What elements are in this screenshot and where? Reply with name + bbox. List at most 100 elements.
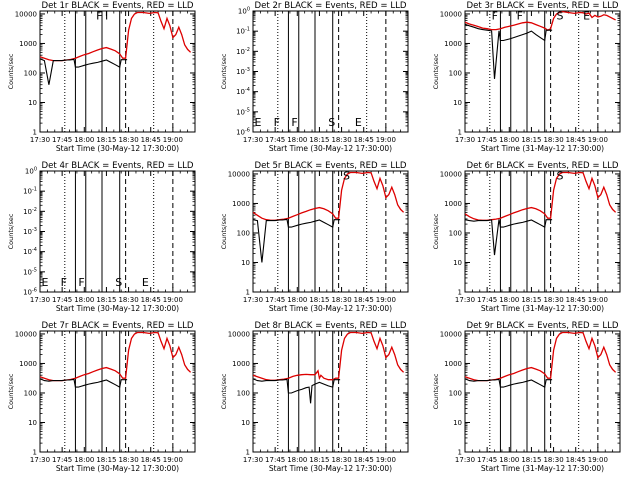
- y-tick-label: 10-1: [236, 27, 250, 36]
- y-tick-label: 100: [237, 229, 250, 237]
- annotation-letter: F: [492, 9, 498, 22]
- annotation-letter: E: [355, 116, 362, 129]
- x-tick-label: 19:00: [588, 456, 608, 464]
- x-tick-label: 17:30: [243, 456, 263, 464]
- annotation-letter: F: [291, 116, 297, 129]
- y-tick-label: 1: [246, 289, 250, 297]
- x-axis-label: Start Time (30-May-12 17:30:00): [269, 304, 392, 313]
- series-lld-line: [253, 331, 405, 381]
- y-tick-label: 1000: [444, 40, 462, 48]
- x-tick-label: 18:45: [141, 296, 161, 304]
- x-tick-label: 18:30: [118, 456, 138, 464]
- x-tick-label: 18:45: [566, 456, 586, 464]
- y-tick-label: 10: [453, 99, 462, 107]
- chart-panel-7: Det 7r BLACK = Events, RED = LLD Counts/s…: [7, 321, 196, 473]
- x-tick-label: 18:00: [74, 136, 94, 144]
- y-tick-label: 10-1: [23, 187, 37, 196]
- chart-title: Det 6r BLACK = Events, RED = LLD: [466, 161, 618, 171]
- annotation-letter: S: [557, 169, 564, 182]
- y-tick-label: 10: [28, 99, 37, 107]
- annotation-letter: S: [328, 116, 335, 129]
- y-tick-label: 10-6: [23, 288, 37, 297]
- x-tick-label: 17:45: [477, 296, 497, 304]
- y-axis-label: Counts/sec: [7, 53, 15, 89]
- x-axis-label: Start Time (30-May-12 17:30:00): [56, 464, 179, 473]
- series-events-line: [465, 219, 553, 256]
- x-axis-label: Start Time (31-May-12 17:30:00): [481, 144, 604, 153]
- x-axis-label: Start Time (30-May-12 17:30:00): [269, 464, 392, 473]
- x-tick-label: 18:45: [141, 456, 161, 464]
- plot-frame: [464, 10, 621, 133]
- plot-frame: [252, 330, 409, 453]
- x-tick-label: 17:30: [243, 296, 263, 304]
- x-tick-label: 17:30: [243, 136, 263, 144]
- y-tick-label: 10-4: [236, 87, 250, 96]
- x-tick-label: 18:30: [331, 136, 351, 144]
- x-tick-label: 17:30: [455, 456, 475, 464]
- x-tick-label: 18:45: [566, 296, 586, 304]
- x-tick-label: 19:00: [163, 296, 183, 304]
- x-tick-label: 19:00: [376, 136, 396, 144]
- y-tick-label: 100: [449, 229, 462, 237]
- x-tick-label: 19:00: [376, 456, 396, 464]
- y-tick-label: 1: [33, 129, 37, 137]
- y-tick-label: 10: [241, 419, 250, 427]
- x-tick-label: 18:00: [287, 296, 307, 304]
- plot-frame: [39, 10, 196, 133]
- series-events-line: [465, 378, 553, 388]
- y-axis-label: Counts/sec: [7, 213, 15, 249]
- chart-panel-3: Det 3r BLACK = Events, RED = LLD Counts/s…: [432, 1, 621, 153]
- x-tick-label: 18:30: [543, 456, 563, 464]
- y-tick-label: 10-3: [236, 67, 250, 76]
- x-tick-label: 18:15: [521, 456, 541, 464]
- y-tick-label: 10-6: [236, 128, 250, 137]
- y-tick-label: 100: [449, 389, 462, 397]
- y-tick-label: 1000: [444, 200, 462, 208]
- plot-frame: [464, 330, 621, 453]
- y-axis-label: Counts/sec: [220, 373, 228, 409]
- x-tick-label: 17:45: [52, 456, 72, 464]
- x-tick-label: 17:30: [455, 136, 475, 144]
- chart-title: Det 1r BLACK = Events, RED = LLD: [41, 1, 193, 11]
- annotation-letter: F: [61, 276, 67, 289]
- x-tick-label: 18:00: [499, 456, 519, 464]
- x-tick-label: 19:00: [588, 136, 608, 144]
- x-tick-label: 17:30: [30, 296, 50, 304]
- x-tick-label: 18:15: [309, 296, 329, 304]
- series-lld-line: [465, 331, 617, 382]
- y-tick-label: 10000: [15, 10, 37, 18]
- x-tick-label: 17:30: [30, 456, 50, 464]
- chart-panel-6: Det 6r BLACK = Events, RED = LLD Counts/s…: [432, 161, 621, 313]
- x-tick-label: 18:45: [354, 136, 374, 144]
- chart-panel-8: Det 8r BLACK = Events, RED = LLD Counts/s…: [220, 321, 409, 473]
- x-tick-label: 19:00: [588, 296, 608, 304]
- y-tick-label: 10000: [440, 10, 462, 18]
- x-axis-label: Start Time (31-May-12 17:30:00): [481, 464, 604, 473]
- y-tick-label: 1000: [19, 40, 37, 48]
- x-tick-label: 17:45: [477, 456, 497, 464]
- x-tick-label: 19:00: [163, 136, 183, 144]
- series-events-line: [253, 378, 341, 404]
- annotation-letter: S: [343, 169, 350, 182]
- x-tick-label: 18:30: [118, 136, 138, 144]
- y-tick-label: 1000: [19, 360, 37, 368]
- y-tick-label: 10-2: [236, 47, 250, 56]
- y-tick-label: 10: [453, 419, 462, 427]
- annotation-letter: F: [96, 9, 102, 22]
- y-tick-label: 1: [246, 449, 250, 457]
- x-tick-label: 18:00: [74, 456, 94, 464]
- y-axis-label: Counts/sec: [220, 213, 228, 249]
- y-tick-label: 10000: [440, 330, 462, 338]
- plot-frame: [252, 10, 409, 133]
- y-tick-label: 100: [24, 389, 37, 397]
- y-tick-label: 10-2: [23, 207, 37, 216]
- y-tick-label: 10000: [15, 330, 37, 338]
- chart-panel-5: Det 5r BLACK = Events, RED = LLD Counts/s…: [220, 161, 409, 313]
- x-tick-label: 18:30: [543, 136, 563, 144]
- x-tick-label: 19:00: [163, 456, 183, 464]
- chart-title: Det 5r BLACK = Events, RED = LLD: [254, 161, 406, 171]
- y-tick-label: 1: [458, 289, 462, 297]
- y-tick-label: 10000: [228, 170, 250, 178]
- x-tick-label: 18:15: [309, 456, 329, 464]
- x-tick-label: 18:15: [96, 456, 116, 464]
